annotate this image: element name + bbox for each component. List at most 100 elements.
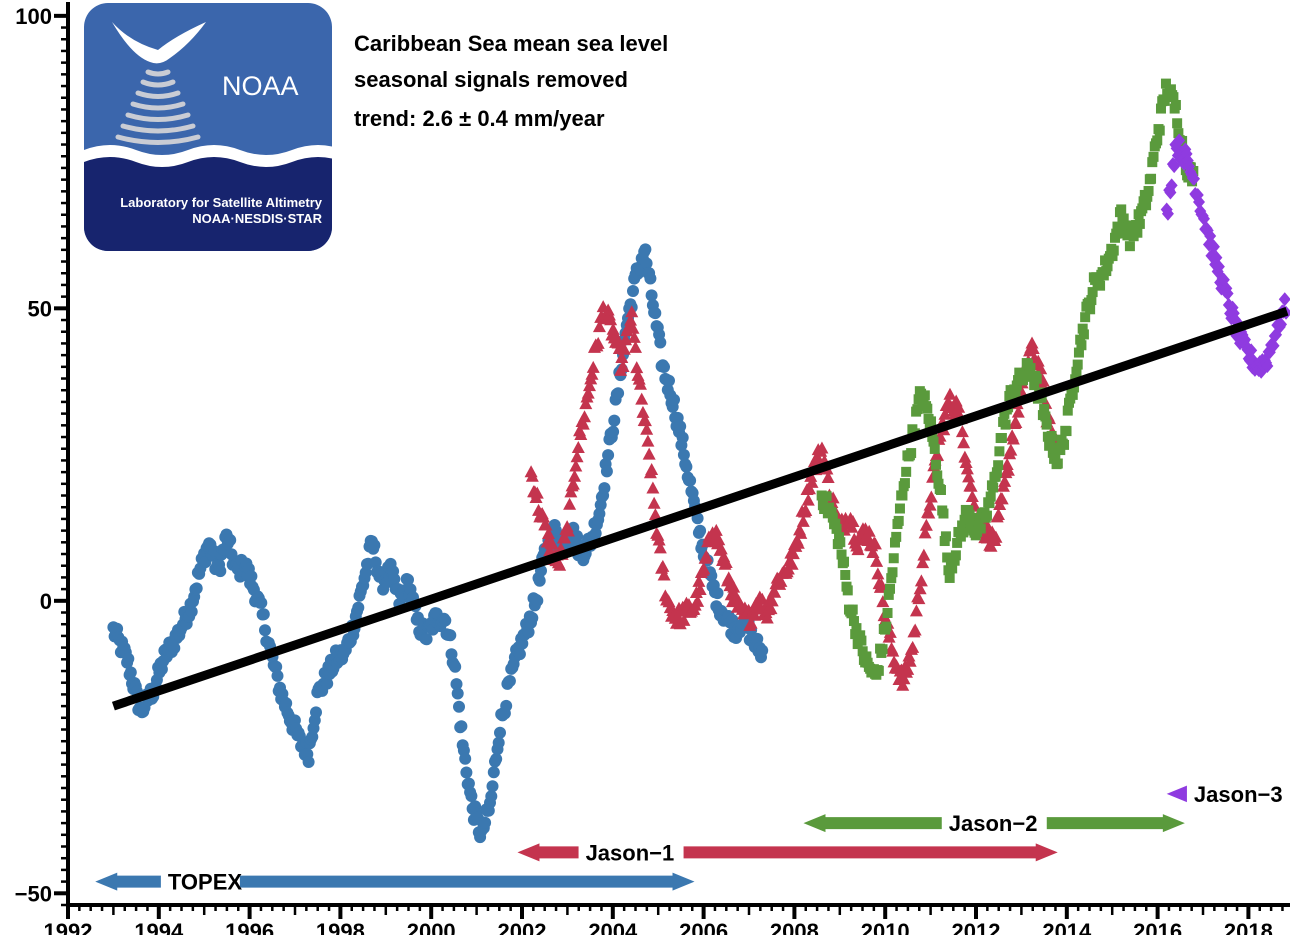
title-line-3: trend: 2.6 ± 0.4 mm/year [354, 106, 605, 131]
data-point [1141, 200, 1152, 211]
data-point [583, 379, 597, 392]
data-point [617, 342, 631, 355]
data-point [952, 400, 966, 413]
data-point [1077, 323, 1088, 334]
data-point [955, 425, 969, 438]
data-point [604, 313, 618, 326]
data-point [846, 515, 860, 528]
x-tick-label: 2018 [1224, 919, 1273, 935]
data-point [608, 414, 621, 427]
data-point [541, 527, 555, 540]
data-point [525, 469, 539, 482]
data-point [914, 574, 928, 587]
data-point [531, 594, 544, 607]
data-point [611, 336, 625, 349]
data-point [561, 524, 575, 537]
data-point [744, 616, 758, 629]
data-point [831, 523, 842, 534]
data-point [271, 669, 284, 682]
data-point [516, 637, 529, 650]
data-point [615, 350, 629, 363]
data-point [453, 700, 465, 713]
data-point [805, 475, 819, 488]
data-point [901, 662, 915, 675]
data-point [928, 436, 939, 447]
data-point [897, 672, 911, 685]
data-point [964, 509, 975, 520]
data-point [642, 447, 656, 460]
mission-label: Jason−2 [949, 811, 1038, 836]
data-point [644, 272, 657, 285]
data-point [641, 434, 655, 447]
data-point [545, 537, 559, 550]
data-point [280, 697, 293, 710]
data-point [640, 257, 653, 270]
data-point [912, 592, 926, 605]
data-point [591, 336, 605, 349]
data-point [1078, 329, 1089, 340]
data-point [803, 482, 817, 495]
data-point [1124, 241, 1135, 252]
mission-label: Jason−1 [586, 840, 675, 865]
data-point [1173, 133, 1186, 148]
mission-label-bg [160, 869, 240, 894]
data-point [719, 555, 733, 568]
data-point [988, 482, 999, 493]
data-point [882, 607, 893, 618]
data-point [255, 596, 268, 609]
data-point [1080, 312, 1091, 323]
data-point [1118, 213, 1129, 224]
data-point [881, 621, 892, 632]
data-point [873, 665, 884, 676]
data-point [827, 512, 838, 523]
data-point [727, 580, 741, 593]
data-point [607, 425, 620, 438]
data-point [774, 574, 788, 587]
data-point [1154, 125, 1165, 136]
data-point [857, 646, 868, 657]
data-point [606, 322, 620, 335]
data-point [578, 410, 592, 423]
data-point [1170, 99, 1181, 110]
data-point [558, 531, 572, 544]
data-point [1025, 363, 1036, 374]
data-point [765, 594, 779, 607]
title-line-2: seasonal signals removed [354, 67, 628, 92]
data-point [638, 414, 652, 427]
data-point [1173, 128, 1184, 139]
series-square [816, 78, 1199, 680]
data-point [576, 417, 590, 430]
data-point [439, 614, 452, 627]
data-point [957, 520, 968, 531]
data-point [1000, 458, 1014, 471]
series-circle [107, 243, 769, 844]
data-point [1067, 389, 1078, 400]
data-point [709, 523, 723, 536]
data-point [932, 470, 943, 481]
data-point [1075, 334, 1086, 345]
data-point [893, 515, 904, 526]
data-point [598, 482, 611, 495]
data-point [835, 537, 846, 548]
data-point [870, 554, 884, 567]
data-point [1025, 336, 1039, 349]
data-point [402, 573, 414, 586]
data-point [699, 549, 713, 562]
data-point [1062, 405, 1073, 416]
data-point [500, 699, 513, 712]
data-point [420, 633, 433, 646]
data-point [952, 537, 963, 548]
x-tick-label: 2014 [1042, 919, 1092, 935]
data-point [1086, 295, 1097, 306]
data-point [916, 556, 930, 569]
mission-label-bg [1186, 781, 1290, 806]
data-point [851, 623, 862, 634]
data-point [891, 531, 902, 542]
data-point [570, 450, 584, 463]
y-tick-label: −50 [15, 881, 52, 906]
data-point [270, 660, 283, 673]
data-point [656, 559, 670, 572]
data-point [836, 549, 847, 560]
mission-label-bg [578, 840, 684, 865]
data-point [786, 547, 800, 560]
